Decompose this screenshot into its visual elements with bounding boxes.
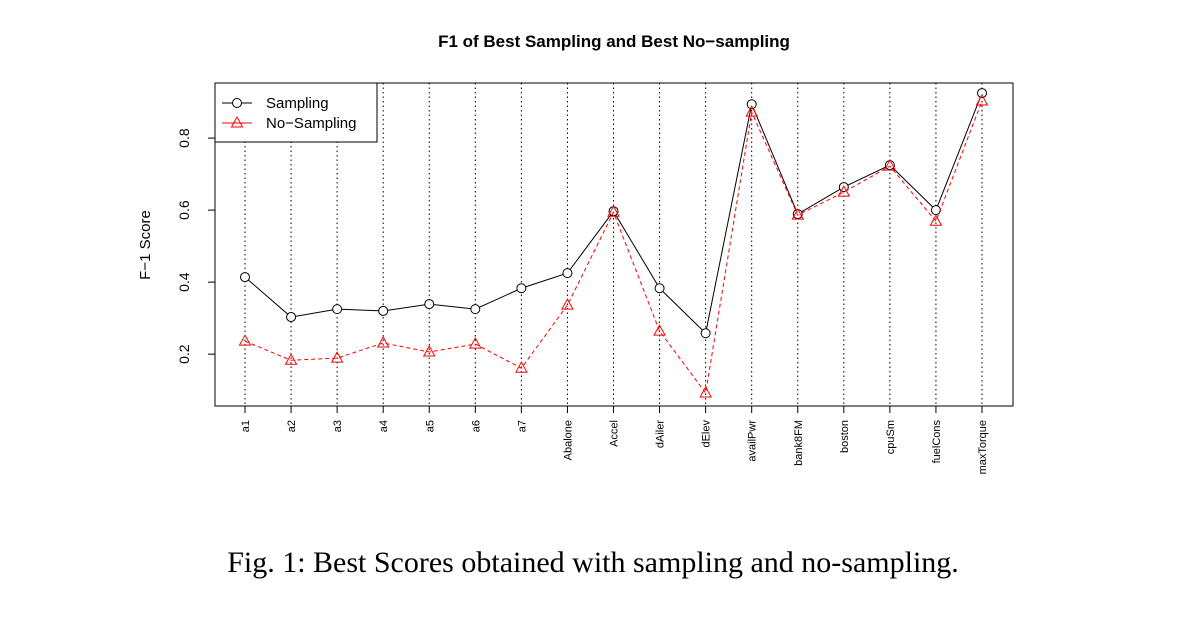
x-tick-label: cpuSm (885, 420, 897, 454)
triangle-marker (376, 335, 390, 348)
legend-label: No−Sampling (266, 115, 356, 132)
triangle-marker (699, 385, 712, 398)
circle-marker (930, 205, 941, 216)
x-tick-label: a1 (240, 420, 252, 432)
circle-marker (654, 283, 665, 294)
triangle-marker (422, 344, 436, 357)
x-tick-label: bank8FM (793, 420, 805, 466)
x-tick-label: dElev (701, 420, 713, 448)
triangle-marker (653, 324, 666, 336)
triangle-marker (745, 105, 759, 117)
circle-marker (700, 328, 711, 339)
chart-title: F1 of Best Sampling and Best No−sampling (438, 32, 790, 51)
figure-caption: Fig. 1: Best Scores obtained with sampli… (227, 546, 959, 579)
circle-marker (424, 299, 435, 310)
circle-marker (977, 88, 987, 99)
x-tick-label: a2 (286, 420, 298, 432)
series-line (244, 100, 983, 395)
x-tick-label: a5 (424, 420, 436, 432)
y-tick-label: 0.4 (176, 272, 192, 292)
circle-marker (516, 283, 527, 294)
circle-marker (746, 99, 757, 110)
x-tick-label: dAiler (655, 420, 667, 448)
triangle-marker (883, 159, 897, 171)
x-tick-label: a7 (516, 420, 528, 432)
circle-marker (286, 312, 297, 323)
triangle-marker (607, 205, 620, 217)
circle-marker (562, 268, 573, 279)
y-axis-label: F−1 Score (137, 210, 154, 280)
circle-marker (378, 305, 389, 316)
triangle-marker (468, 337, 482, 349)
triangle-marker (515, 361, 528, 373)
triangle-marker (230, 115, 244, 128)
y-tick-label: 0.2 (176, 344, 192, 364)
legend-box (214, 82, 378, 143)
x-tick-label: a3 (332, 420, 344, 432)
triangle-marker (238, 334, 252, 346)
triangle-marker (975, 93, 989, 106)
y-tick-label: 0.8 (176, 128, 192, 148)
triangle-marker (284, 353, 298, 365)
y-tick-label: 0.6 (176, 200, 192, 220)
plot-frame (214, 82, 1014, 407)
x-tick-label: boston (839, 420, 851, 453)
x-tick-label: a4 (378, 420, 390, 432)
x-tick-label: fuelCons (931, 420, 943, 464)
circle-marker (332, 304, 343, 315)
triangle-marker (330, 351, 344, 363)
circle-marker (240, 272, 250, 283)
x-tick-label: a6 (470, 420, 482, 432)
circle-marker (470, 304, 481, 315)
x-tick-label: maxTorque (977, 420, 989, 474)
triangle-marker (929, 214, 943, 226)
legend: Sampling No−Sampling (214, 82, 378, 143)
x-tick-label: Abalone (562, 420, 574, 460)
triangle-marker (561, 298, 574, 310)
triangle-marker (791, 208, 805, 220)
x-tick-label: availPwr (747, 420, 759, 462)
x-tick-label: Accel (609, 420, 621, 447)
triangle-marker (837, 185, 851, 197)
circle-marker (232, 98, 242, 108)
legend-label: Sampling (266, 95, 329, 112)
